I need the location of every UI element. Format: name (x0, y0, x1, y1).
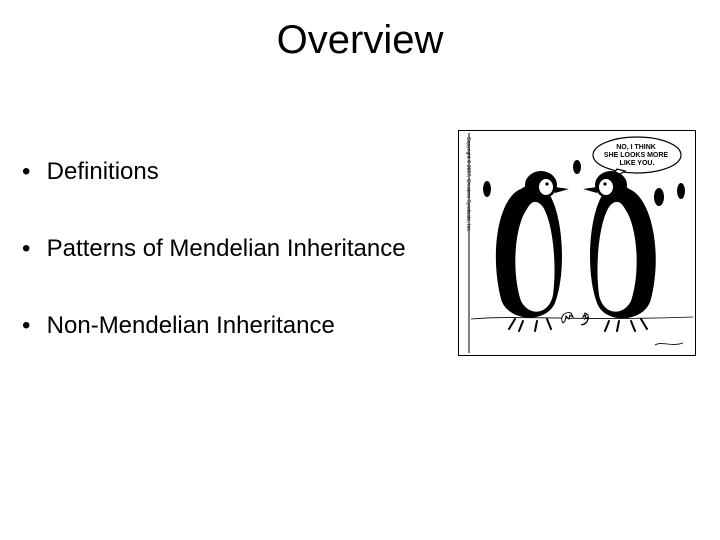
copyright-text: Copyright © 2007, Creators Syndicate, In… (465, 137, 472, 232)
bullet-item: • Non-Mendelian Inheritance (22, 312, 442, 341)
speech-line: SHE LOOKS MORE (604, 152, 669, 159)
bullet-item: • Patterns of Mendelian Inheritance (22, 235, 442, 264)
bullet-marker: • (22, 235, 40, 264)
penguin-right (583, 171, 656, 331)
cartoon-image: Copyright © 2007, Creators Syndicate, In… (458, 130, 696, 356)
speech-line: NO, I THINK (616, 144, 656, 151)
speech-line: LIKE YOU. (620, 160, 655, 167)
bullet-marker: • (22, 312, 40, 341)
slide-title: Overview (0, 18, 720, 63)
bullet-text: Patterns of Mendelian Inheritance (47, 235, 437, 264)
bullet-text: Non-Mendelian Inheritance (47, 312, 437, 341)
bullet-list: • Definitions • Patterns of Mendelian In… (22, 158, 442, 388)
bullet-text: Definitions (47, 158, 437, 187)
egg-shells (562, 313, 589, 325)
bullet-item: • Definitions (22, 158, 442, 187)
penguin-left (496, 171, 569, 331)
artist-signature (655, 343, 683, 345)
bullet-marker: • (22, 158, 40, 187)
